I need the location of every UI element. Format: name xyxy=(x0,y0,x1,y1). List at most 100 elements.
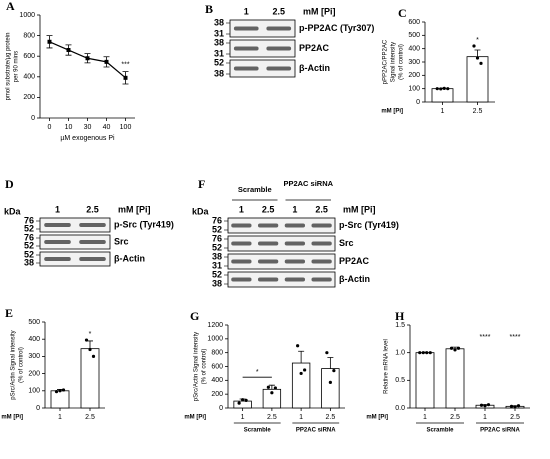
band xyxy=(311,277,332,282)
y-tick-label: 600 xyxy=(23,53,35,60)
y-axis-label: (% of control) xyxy=(399,44,405,80)
row-label: PP2AC xyxy=(299,43,330,53)
y-tick-label: 300 xyxy=(408,59,420,66)
y-tick-label: 600 xyxy=(408,19,420,26)
data-point xyxy=(486,403,491,407)
marker xyxy=(66,48,71,53)
marker-label: 52 xyxy=(214,57,224,67)
data-point xyxy=(425,351,429,355)
x-tick-label: 1 xyxy=(241,414,245,421)
unit-label: mM [Pi] xyxy=(343,204,376,214)
kda-label: kDa xyxy=(192,206,210,216)
y-tick-label: 500 xyxy=(28,319,40,326)
data-point xyxy=(516,404,521,408)
x-axis-label: mM [Pi] xyxy=(381,109,403,115)
data-point xyxy=(299,371,303,376)
error-bar xyxy=(474,49,481,57)
y-tick-label: 200 xyxy=(23,94,35,101)
error-bar xyxy=(327,357,334,369)
y-tick-label: 0.5 xyxy=(395,377,405,384)
kda-label: kDa xyxy=(4,206,22,216)
annotation: * xyxy=(476,37,479,44)
lane-label: 1 xyxy=(292,204,297,214)
band xyxy=(257,241,279,246)
marker-label: 52 xyxy=(24,223,34,233)
row-label: Src xyxy=(114,236,129,246)
marker xyxy=(47,39,52,44)
band xyxy=(266,26,292,31)
data-point xyxy=(435,87,439,91)
blot-strip xyxy=(227,271,336,288)
data-point xyxy=(303,368,307,372)
data-point xyxy=(270,391,274,395)
bar xyxy=(80,348,100,409)
y-tick-label: 200 xyxy=(211,391,223,398)
lane-label: 2.5 xyxy=(262,204,275,214)
marker-label: 31 xyxy=(214,48,224,58)
data-point xyxy=(61,388,66,392)
blot-strip xyxy=(39,234,111,250)
y-axis-label: Relative mRNA level xyxy=(384,339,390,394)
panel-letter: G xyxy=(190,309,199,323)
marker-label: 31 xyxy=(214,28,224,38)
data-point xyxy=(428,351,432,355)
y-tick-label: 0 xyxy=(219,405,223,412)
lane-label: 1 xyxy=(239,204,244,214)
data-point xyxy=(421,351,425,355)
data-point xyxy=(273,386,277,390)
panel-letter: C xyxy=(398,6,407,20)
data-point xyxy=(483,404,487,408)
bar xyxy=(291,362,311,409)
marker-label: 38 xyxy=(214,68,224,78)
marker xyxy=(85,56,90,61)
data-point xyxy=(91,354,96,358)
y-tick-label: 400 xyxy=(211,377,223,384)
bar xyxy=(431,88,454,103)
marker-label: 38 xyxy=(214,37,224,47)
y-tick-label: 1.0 xyxy=(395,350,405,357)
band xyxy=(257,259,279,264)
data-point xyxy=(237,401,241,405)
x-tick-label: 10 xyxy=(65,124,73,131)
row-label: p-Src (Tyr419) xyxy=(114,219,174,229)
band xyxy=(79,257,106,261)
x-tick-label: 1 xyxy=(441,108,445,115)
group-label: PP2AC siRNA xyxy=(296,428,336,434)
band xyxy=(284,241,306,246)
x-axis-label: µM exogenous Pi xyxy=(60,135,115,142)
group-label: Scramble xyxy=(238,185,272,194)
bar xyxy=(321,368,340,409)
y-tick-label: 600 xyxy=(211,363,223,370)
marker-label: 76 xyxy=(24,215,34,225)
data-point xyxy=(479,403,484,407)
bar xyxy=(445,348,465,409)
marker-label: 52 xyxy=(212,224,222,234)
x-tick-label: 2.5 xyxy=(85,414,95,421)
marker-label: 52 xyxy=(24,249,34,259)
y-axis-label: per 90 mins xyxy=(14,51,20,82)
data-point xyxy=(475,56,480,60)
band xyxy=(311,259,332,264)
band xyxy=(231,223,252,228)
data-point xyxy=(84,338,89,342)
row-label: β-Actin xyxy=(299,63,330,73)
marker xyxy=(104,59,109,64)
annotation: *** xyxy=(121,61,129,68)
bar xyxy=(233,400,252,409)
panel-letter: F xyxy=(198,177,205,191)
y-axis-label: pPP2AC/PP2AC xyxy=(383,39,389,84)
band xyxy=(266,46,292,51)
y-tick-label: 100 xyxy=(408,86,420,93)
band xyxy=(257,277,279,282)
y-tick-label: 800 xyxy=(23,32,35,39)
band xyxy=(311,223,332,228)
lane-label: 2.5 xyxy=(315,204,328,214)
data-point xyxy=(453,348,457,352)
blot-strip xyxy=(229,39,296,58)
marker-label: 52 xyxy=(212,269,222,279)
row-label: PP2AC xyxy=(339,256,370,266)
x-tick-label: 1 xyxy=(299,414,303,421)
y-tick-label: 0 xyxy=(416,99,420,106)
marker-label: 31 xyxy=(212,260,222,270)
